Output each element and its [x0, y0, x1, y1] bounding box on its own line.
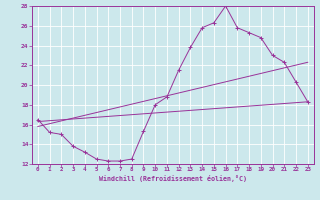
X-axis label: Windchill (Refroidissement éolien,°C): Windchill (Refroidissement éolien,°C) — [99, 175, 247, 182]
